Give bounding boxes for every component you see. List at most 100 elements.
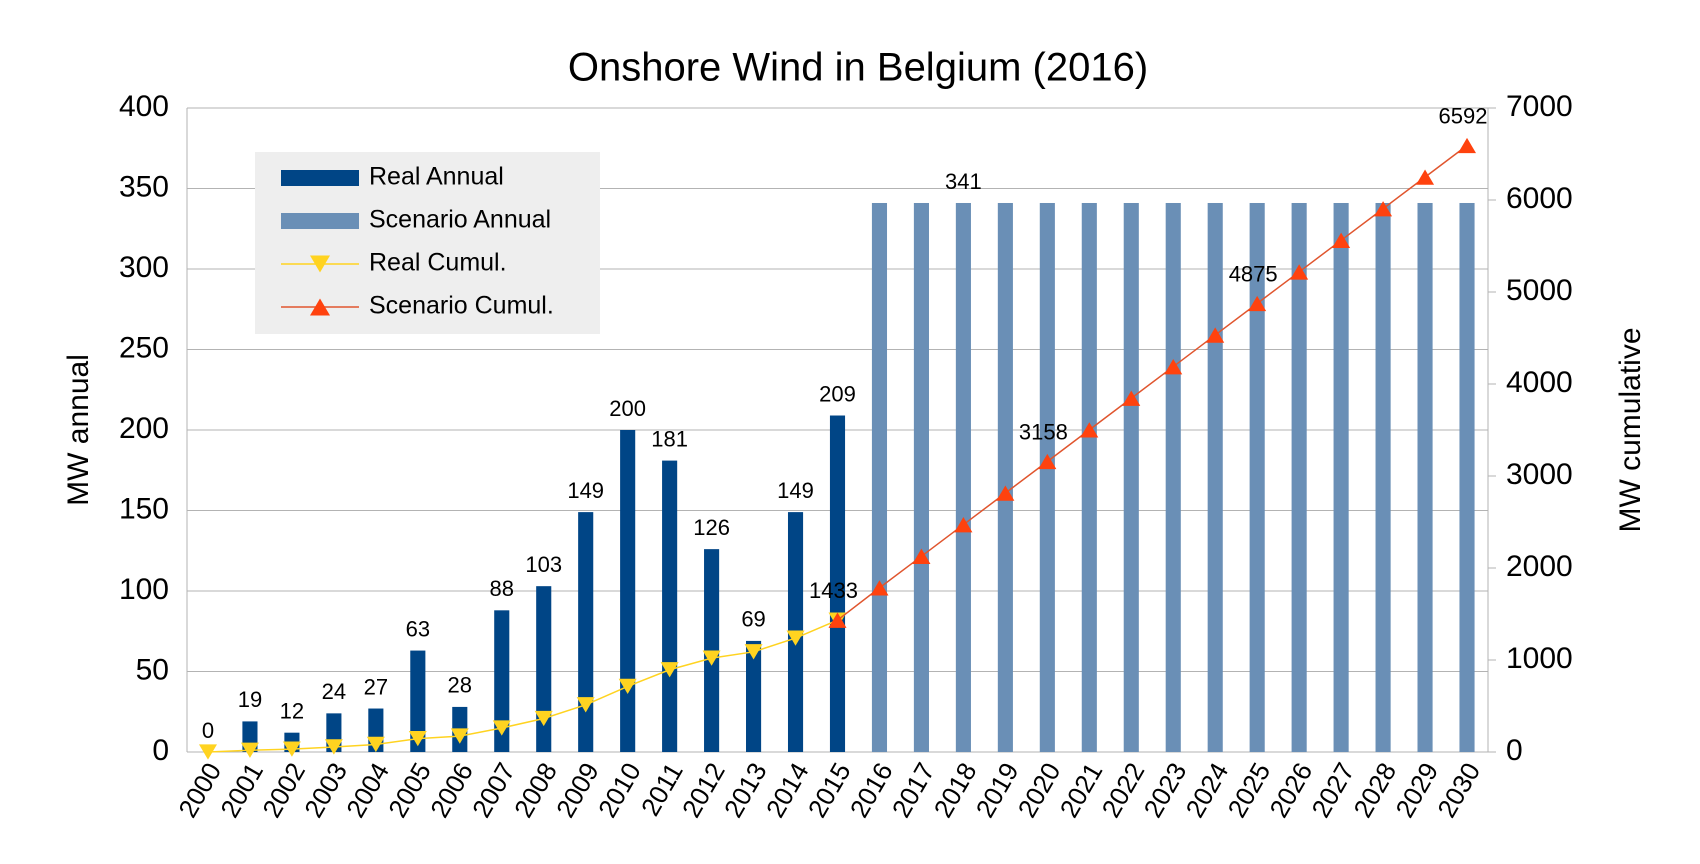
y-tick-label: 400 xyxy=(119,90,169,123)
value-label: 19 xyxy=(238,687,262,712)
value-label: 181 xyxy=(651,426,688,451)
x-tick-label: 2030 xyxy=(1431,757,1486,822)
marker xyxy=(828,612,847,628)
marker xyxy=(324,739,343,755)
y2-tick-label: 6000 xyxy=(1506,182,1573,215)
marker xyxy=(1332,232,1351,248)
y2-tick-label: 1000 xyxy=(1506,642,1573,675)
x-tick-label: 2029 xyxy=(1389,757,1444,822)
bar xyxy=(1417,202,1433,753)
x-tick-label: 2006 xyxy=(424,757,479,822)
value-label: 12 xyxy=(280,698,304,723)
y2-tick-label: 0 xyxy=(1506,734,1523,767)
value-label: 103 xyxy=(525,552,562,577)
marker xyxy=(660,662,679,678)
value-label: 24 xyxy=(322,679,346,704)
x-tick-label: 2015 xyxy=(802,757,857,822)
y-tick-label: 300 xyxy=(119,251,169,284)
x-tick-label: 2020 xyxy=(1012,757,1067,822)
y2-tick-label: 4000 xyxy=(1506,366,1573,399)
bar xyxy=(1081,202,1097,753)
y2-tick-label: 5000 xyxy=(1506,274,1573,307)
marker xyxy=(786,630,805,646)
bar xyxy=(578,512,594,752)
legend-label: Scenario Cumul. xyxy=(369,292,554,320)
marker xyxy=(702,650,721,666)
marker xyxy=(240,742,259,758)
y-tick-label: 350 xyxy=(119,170,169,203)
marker xyxy=(198,744,217,760)
x-tick-label: 2023 xyxy=(1137,757,1192,822)
bar xyxy=(1459,202,1475,753)
marker xyxy=(1164,359,1183,375)
x-tick-label: 2016 xyxy=(844,757,899,822)
bar xyxy=(620,430,636,752)
bar xyxy=(1249,202,1265,753)
y2-tick-label: 2000 xyxy=(1506,550,1573,583)
marker xyxy=(450,728,469,744)
bar xyxy=(536,586,552,752)
x-tick-label: 2024 xyxy=(1179,757,1234,822)
value-label: 1433 xyxy=(809,578,858,603)
bar xyxy=(662,460,678,752)
x-tick-label: 2025 xyxy=(1221,757,1276,822)
value-label: 0 xyxy=(202,718,214,743)
x-tick-label: 2018 xyxy=(928,757,983,822)
value-label: 63 xyxy=(406,616,430,641)
marker xyxy=(492,720,511,736)
value-label: 209 xyxy=(819,381,856,406)
marker xyxy=(912,548,931,564)
legend-swatch xyxy=(281,170,359,186)
x-tick-label: 2001 xyxy=(214,757,269,822)
y2-axis-label: MW cumulative xyxy=(1614,327,1647,532)
x-tick-label: 2019 xyxy=(970,757,1025,822)
x-tick-label: 2017 xyxy=(886,757,941,822)
x-tick-label: 2000 xyxy=(172,757,227,822)
x-tick-label: 2004 xyxy=(340,757,395,822)
x-tick-label: 2002 xyxy=(256,757,311,822)
legend: Real Annual Scenario Annual Real Cumul. Sce… xyxy=(255,152,600,334)
bar xyxy=(1165,202,1181,753)
value-label: 88 xyxy=(490,576,514,601)
y-tick-label: 200 xyxy=(119,412,169,445)
x-tick-label: 2009 xyxy=(550,757,605,822)
legend-marker xyxy=(310,255,330,273)
marker xyxy=(1080,422,1099,438)
bar xyxy=(410,650,426,752)
legend-label: Scenario Annual xyxy=(369,206,551,234)
y2-tick-label: 3000 xyxy=(1506,458,1573,491)
value-label: 200 xyxy=(609,396,646,421)
marker xyxy=(1248,295,1267,312)
y-tick-label: 250 xyxy=(119,331,169,364)
legend-label: Real Cumul. xyxy=(369,249,507,277)
y-tick-label: 150 xyxy=(119,492,169,525)
marker xyxy=(954,517,973,533)
value-label: 6592 xyxy=(1439,103,1488,128)
value-label: 28 xyxy=(448,673,472,698)
bar xyxy=(494,610,510,752)
x-tick-label: 2012 xyxy=(676,757,731,822)
marker xyxy=(1206,327,1225,343)
x-tick-label: 2014 xyxy=(760,757,815,822)
bar xyxy=(1291,202,1307,753)
x-tick-label: 2027 xyxy=(1305,757,1360,822)
bar xyxy=(1333,202,1349,753)
x-tick-label: 2021 xyxy=(1054,757,1109,822)
marker xyxy=(1458,137,1477,154)
bar xyxy=(871,202,888,753)
marker xyxy=(744,644,763,660)
bar xyxy=(1123,202,1139,753)
value-label: 4875 xyxy=(1229,261,1278,286)
marker xyxy=(1122,390,1141,406)
marker xyxy=(618,678,637,695)
value-label: 69 xyxy=(741,607,765,632)
marker xyxy=(1416,169,1435,185)
x-tick-label: 2026 xyxy=(1263,757,1318,822)
bar xyxy=(746,640,762,752)
marker xyxy=(408,731,427,747)
bar xyxy=(829,415,846,752)
bar xyxy=(913,202,929,753)
marker xyxy=(1290,264,1309,280)
value-label: 149 xyxy=(567,478,604,503)
